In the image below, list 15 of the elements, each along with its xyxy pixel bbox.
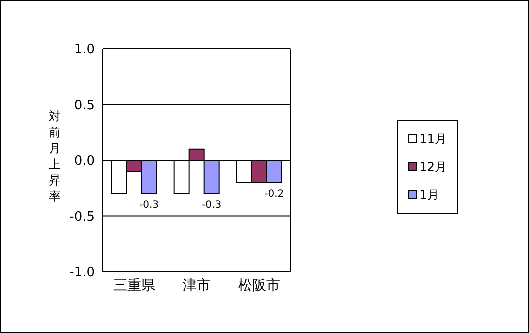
y-axis-title: 対前月上昇率 (49, 110, 61, 204)
legend-label: 1月 (420, 186, 440, 204)
legend-label: 12月 (420, 158, 447, 176)
data-label: -0.3 (202, 200, 222, 211)
y-tick-label: 0.0 (74, 154, 95, 170)
y-tick-label: 0.5 (74, 98, 95, 114)
x-tick-label: 松阪市 (238, 278, 280, 294)
y-tick-label: -1.0 (70, 266, 95, 281)
x-tick-label: 三重県 (113, 278, 156, 294)
y-tick-label: -0.5 (70, 210, 95, 225)
legend-label: 11月 (420, 130, 447, 148)
data-label: -0.3 (140, 200, 160, 211)
data-label: -0.2 (264, 188, 284, 200)
x-tick-label: 津市 (182, 278, 211, 294)
y-tick-label: 1.0 (74, 42, 95, 58)
